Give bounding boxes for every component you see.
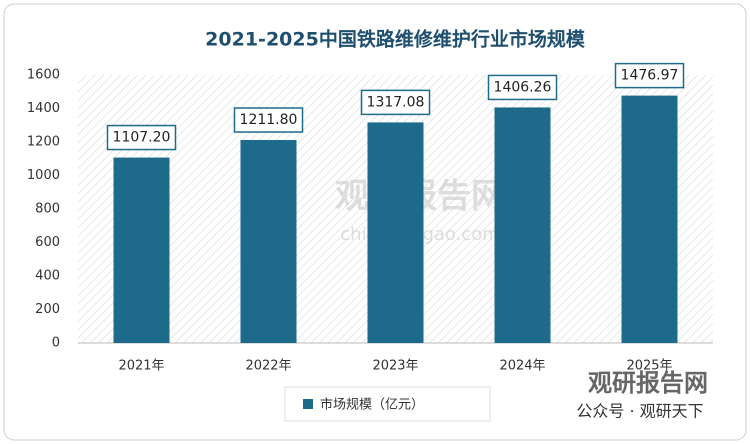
x-tick-label: 2021年 <box>118 359 164 374</box>
watermark: 观研报告网 <box>588 369 708 397</box>
x-tick-label: 2023年 <box>372 359 418 374</box>
y-tick-label: 800 <box>35 202 60 217</box>
value-label-box <box>487 74 558 101</box>
x-tick-label: 2022年 <box>245 359 291 374</box>
value-label-box <box>106 124 177 151</box>
y-tick-label: 1400 <box>27 101 60 116</box>
y-tick-label: 0 <box>52 336 60 351</box>
value-label-box <box>233 107 304 133</box>
value-label: 1406.26 <box>494 79 552 95</box>
value-label-box <box>614 62 685 89</box>
value-label: 1107.20 <box>113 130 171 146</box>
value-label: 1211.80 <box>240 112 298 128</box>
bar <box>494 107 551 343</box>
x-tick-label: 2024年 <box>499 359 545 374</box>
value-label-box <box>360 89 431 116</box>
x-tick-label: 2025年 <box>626 359 672 374</box>
y-tick-label: 200 <box>35 302 60 317</box>
y-tick-label: 1200 <box>27 135 60 150</box>
value-label: 1476.97 <box>621 68 679 84</box>
bar <box>621 95 678 343</box>
legend-label: 市场规模（亿元） <box>320 397 424 413</box>
chart-title: 2021-2025中国铁路维修维护行业市场规模 <box>205 28 586 51</box>
y-tick-label: 600 <box>35 235 60 250</box>
legend-box <box>284 386 491 422</box>
bar <box>367 122 424 343</box>
bar <box>113 157 170 343</box>
watermark: 公众号 · 观研天下 <box>576 402 703 421</box>
y-tick-label: 1600 <box>27 68 60 83</box>
y-tick-label: 400 <box>35 269 60 284</box>
y-tick-label: 1000 <box>27 168 60 183</box>
legend-marker <box>303 399 313 409</box>
bar <box>240 140 297 343</box>
value-label: 1317.08 <box>367 94 425 110</box>
